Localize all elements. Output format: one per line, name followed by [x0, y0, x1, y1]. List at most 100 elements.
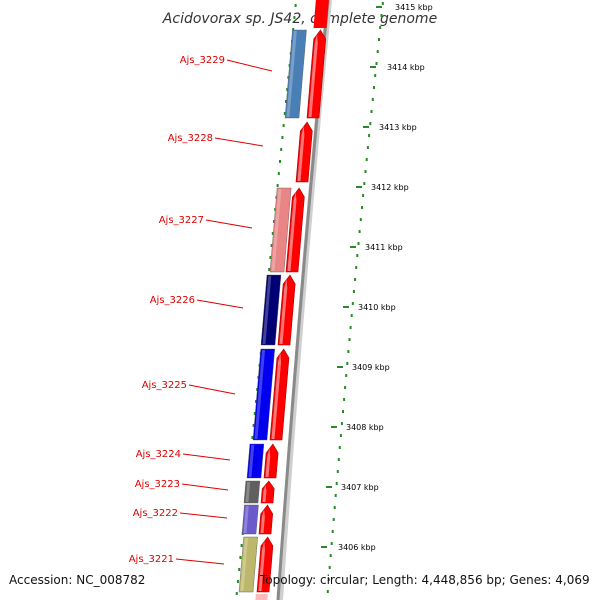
scale-minor-tick	[342, 410, 344, 413]
scale-minor-tick	[326, 590, 329, 593]
scale-minor-tick	[339, 434, 342, 437]
gene-category-block	[246, 443, 265, 479]
gene-tracks: Ajs_3229 Ajs_3228 Ajs_3227 Ajs_3226 Ajs_3225…	[129, 0, 329, 600]
scale-minor-tick	[329, 554, 332, 557]
gene-category-block	[269, 187, 292, 273]
gene-block-highlight	[271, 189, 282, 271]
gene-label: Ajs_3224	[136, 449, 181, 460]
accession-label: Accession: NC_008782	[9, 573, 146, 587]
scale-minor-tick	[378, 38, 380, 41]
inner-minor-tick	[235, 592, 238, 595]
topology-summary: Topology: circular; Length: 4,448,856 bp…	[260, 573, 590, 587]
gene-block-highlight	[254, 350, 266, 439]
scale-minor-tick	[371, 98, 374, 101]
gene-block-highlight	[286, 31, 297, 117]
gene-label: Ajs_3223	[135, 479, 180, 490]
inner-minor-tick	[282, 124, 285, 127]
cds-highlight	[287, 192, 297, 271]
scale-minor-tick	[330, 542, 333, 545]
cds-highlight	[262, 485, 267, 502]
inner-minor-tick	[251, 436, 254, 439]
gene-leader-line	[182, 453, 231, 461]
scale-minor-tick	[340, 422, 343, 425]
inner-minor-tick	[276, 184, 279, 187]
inner-minor-tick	[280, 148, 283, 151]
scale-minor-tick	[328, 566, 331, 569]
scale-tick-label: 3408 kbp	[346, 423, 384, 432]
scale-ticks: 3415 kbp 3414 kbp 3413 kbp 3412 kbp 3411 kbp…	[235, 2, 433, 595]
cds-arrow-partial-bottom	[255, 594, 268, 600]
gene-block-highlight	[248, 445, 255, 477]
scale-tick-label: 3413 kbp	[379, 123, 417, 132]
scale-minor-tick	[351, 302, 354, 305]
scale-minor-tick	[344, 386, 347, 389]
scale-minor-tick	[359, 218, 362, 221]
gene-category-block	[238, 536, 258, 593]
inner-minor-tick	[270, 244, 273, 247]
gene-block-highlight	[240, 538, 249, 591]
gene-block-highlight	[243, 506, 249, 533]
inner-minor-tick	[281, 136, 284, 139]
scale-minor-tick	[338, 446, 341, 449]
scale-minor-tick	[364, 170, 367, 173]
gene-leader-line	[214, 137, 264, 147]
scale-minor-tick	[379, 26, 382, 29]
gene-label: Ajs_3221	[129, 554, 174, 565]
cds-highlight	[297, 126, 305, 181]
scale-minor-tick	[336, 470, 339, 473]
scale-minor-tick	[331, 530, 334, 533]
scale-minor-tick	[369, 122, 372, 125]
scale-tick-label: 3415 kbp	[395, 3, 433, 12]
inner-minor-tick	[286, 88, 289, 91]
scale-tick-label: 3407 kbp	[341, 483, 379, 492]
scale-tick-label: 3412 kbp	[371, 183, 409, 192]
scale-minor-tick	[332, 518, 335, 521]
scale-minor-tick	[376, 50, 379, 53]
gene-leader-line	[226, 59, 273, 72]
scale-minor-tick	[355, 266, 358, 269]
gene-category-block	[241, 504, 259, 535]
scale-minor-tick	[352, 290, 355, 293]
scale-minor-tick	[337, 458, 340, 461]
inner-minor-tick	[252, 424, 255, 427]
scale-tick-label: 3414 kbp	[387, 63, 425, 72]
inner-minor-tick	[285, 100, 287, 103]
scale-minor-tick	[327, 578, 330, 581]
scale-minor-tick	[361, 206, 363, 209]
gene-leader-line	[205, 219, 253, 229]
inner-minor-tick	[277, 172, 280, 175]
gene-label: Ajs_3227	[159, 215, 204, 226]
scale-tick-label: 3406 kbp	[338, 543, 376, 552]
gene-leader-line	[181, 483, 229, 491]
gene-label: Ajs_3226	[150, 295, 195, 306]
gene-leader-line	[179, 512, 228, 519]
scale-minor-tick	[374, 74, 377, 77]
scale-minor-tick	[347, 350, 350, 353]
scale-minor-tick	[348, 338, 351, 341]
gene-label: Ajs_3222	[133, 508, 178, 519]
inner-minor-tick	[283, 112, 286, 115]
scale-minor-tick	[349, 326, 352, 329]
scale-minor-tick	[350, 314, 353, 317]
scale-minor-tick	[381, 2, 384, 5]
gene-block-highlight	[245, 482, 251, 502]
gene-category-block	[284, 29, 307, 119]
scale-minor-tick	[335, 482, 338, 485]
scale-minor-tick	[370, 110, 373, 113]
scale-minor-tick	[358, 230, 361, 233]
cds-highlight	[265, 448, 271, 477]
inner-minor-tick	[239, 556, 242, 559]
scale-minor-tick	[368, 134, 371, 137]
scale-minor-tick	[366, 146, 369, 149]
inner-minor-tick	[269, 256, 272, 259]
scale-minor-tick	[333, 506, 336, 509]
cds-highlight	[279, 279, 288, 344]
inner-minor-tick	[294, 4, 297, 7]
scale-minor-tick	[354, 278, 357, 281]
cds-highlight	[271, 353, 282, 439]
gene-block-highlight	[262, 276, 272, 344]
gene-category-block	[243, 480, 261, 504]
inner-minor-tick	[279, 160, 281, 163]
cds-highlight	[260, 509, 265, 533]
